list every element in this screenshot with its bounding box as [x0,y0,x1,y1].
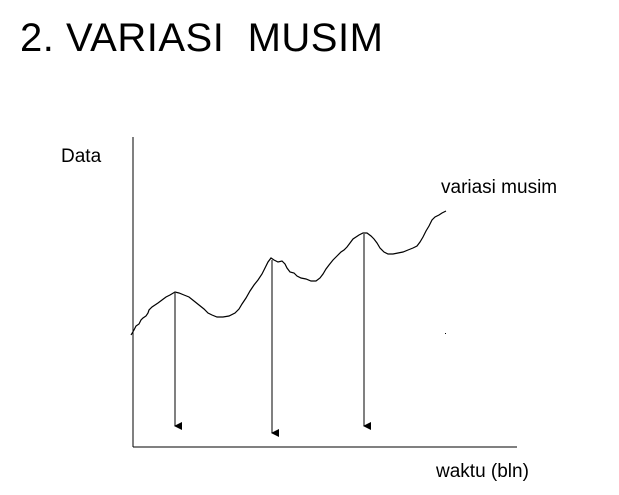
stray-mark [445,333,446,334]
slide-title: 2. VARIASI MUSIM [20,16,384,60]
x-axis-label: waktu (bln) [436,461,529,482]
y-axis-label: Data [61,146,102,167]
curve-label: variasi musim [441,177,558,198]
seasonal-curve [130,210,447,336]
